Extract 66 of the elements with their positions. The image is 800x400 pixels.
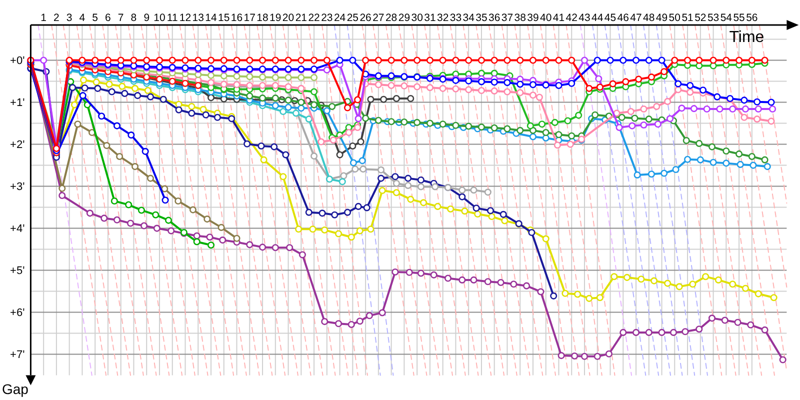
x-tick-label: 9: [144, 12, 150, 24]
x-tick-label: 56: [746, 12, 758, 24]
x-tick-label: 10: [154, 12, 166, 24]
x-tick-label: 49: [656, 12, 668, 24]
x-tick-label: 28: [385, 12, 398, 24]
x-tick-label: 42: [566, 12, 578, 24]
x-tick-label: 50: [668, 12, 681, 24]
x-tick-label: 1: [40, 12, 47, 24]
x-tick-label: 11: [166, 12, 178, 24]
y-tick-label: +5': [10, 264, 25, 277]
x-tick-label: 29: [398, 12, 410, 24]
x-tick-label: 39: [527, 12, 539, 24]
x-tick-label: 38: [514, 12, 526, 24]
x-tick-label: 36: [488, 12, 500, 24]
x-tick-label: 6: [105, 12, 112, 24]
x-tick-label: 43: [578, 12, 590, 24]
x-tick-label: 3: [66, 12, 72, 24]
x-tick-label: 22: [308, 12, 320, 24]
y-tick-label: +6': [10, 306, 25, 319]
x-tick-label: 27: [372, 12, 384, 24]
x-tick-label: 25: [346, 12, 359, 24]
x-tick-label: 17: [244, 12, 256, 24]
x-tick-label: 24: [334, 12, 346, 24]
y-axis-title: Gap: [2, 381, 29, 397]
y-tick-label: +4': [10, 222, 25, 235]
x-tick-label: 23: [321, 12, 333, 24]
x-tick-label: 48: [643, 12, 655, 24]
x-tick-label: 32: [436, 12, 449, 24]
y-tick-label: +7': [10, 348, 25, 361]
x-tick-label: 14: [205, 12, 217, 24]
x-tick-label: 7: [118, 12, 124, 24]
x-tick-label: 4: [79, 12, 86, 24]
x-tick-label: 33: [450, 12, 462, 24]
x-tick-label: 40: [540, 12, 552, 24]
y-tick-label: +0': [10, 54, 25, 67]
x-tick-label: 12: [179, 12, 192, 24]
x-tick-label: 19: [270, 12, 282, 24]
x-tick-label: 44: [592, 12, 604, 24]
x-tick-label: 21: [295, 12, 308, 24]
x-tick-label: 45: [604, 12, 616, 24]
x-tick-label: 18: [256, 12, 269, 24]
x-tick-label: 31: [424, 12, 436, 24]
x-tick-label: 46: [617, 12, 630, 24]
x-tick-label: 47: [630, 12, 642, 24]
x-axis-title: Time: [729, 29, 764, 46]
x-tick-label: 51: [682, 12, 694, 24]
x-tick-label: 55: [733, 12, 746, 24]
x-tick-label: 52: [694, 12, 706, 24]
x-tick-label: 20: [282, 12, 294, 24]
x-tick-label: 37: [501, 12, 514, 24]
x-tick-label: 15: [218, 12, 230, 24]
x-tick-label: 5: [92, 12, 98, 24]
x-tick-label: 16: [230, 12, 243, 24]
x-tick-label: 2: [54, 12, 60, 24]
x-tick-label: 13: [192, 12, 204, 24]
x-tick-label: 54: [720, 12, 732, 24]
x-tick-label: 8: [130, 12, 137, 24]
x-tick-label: 35: [476, 12, 488, 24]
x-tick-label: 26: [360, 12, 372, 24]
y-tick-label: +3': [10, 180, 25, 193]
y-tick-label: +2': [10, 138, 25, 151]
y-tick-label: +1': [10, 96, 25, 109]
x-tick-label: 41: [552, 12, 565, 24]
x-tick-label: 53: [707, 12, 720, 24]
x-tick-label: 30: [411, 12, 424, 24]
x-tick-label: 34: [462, 12, 475, 24]
